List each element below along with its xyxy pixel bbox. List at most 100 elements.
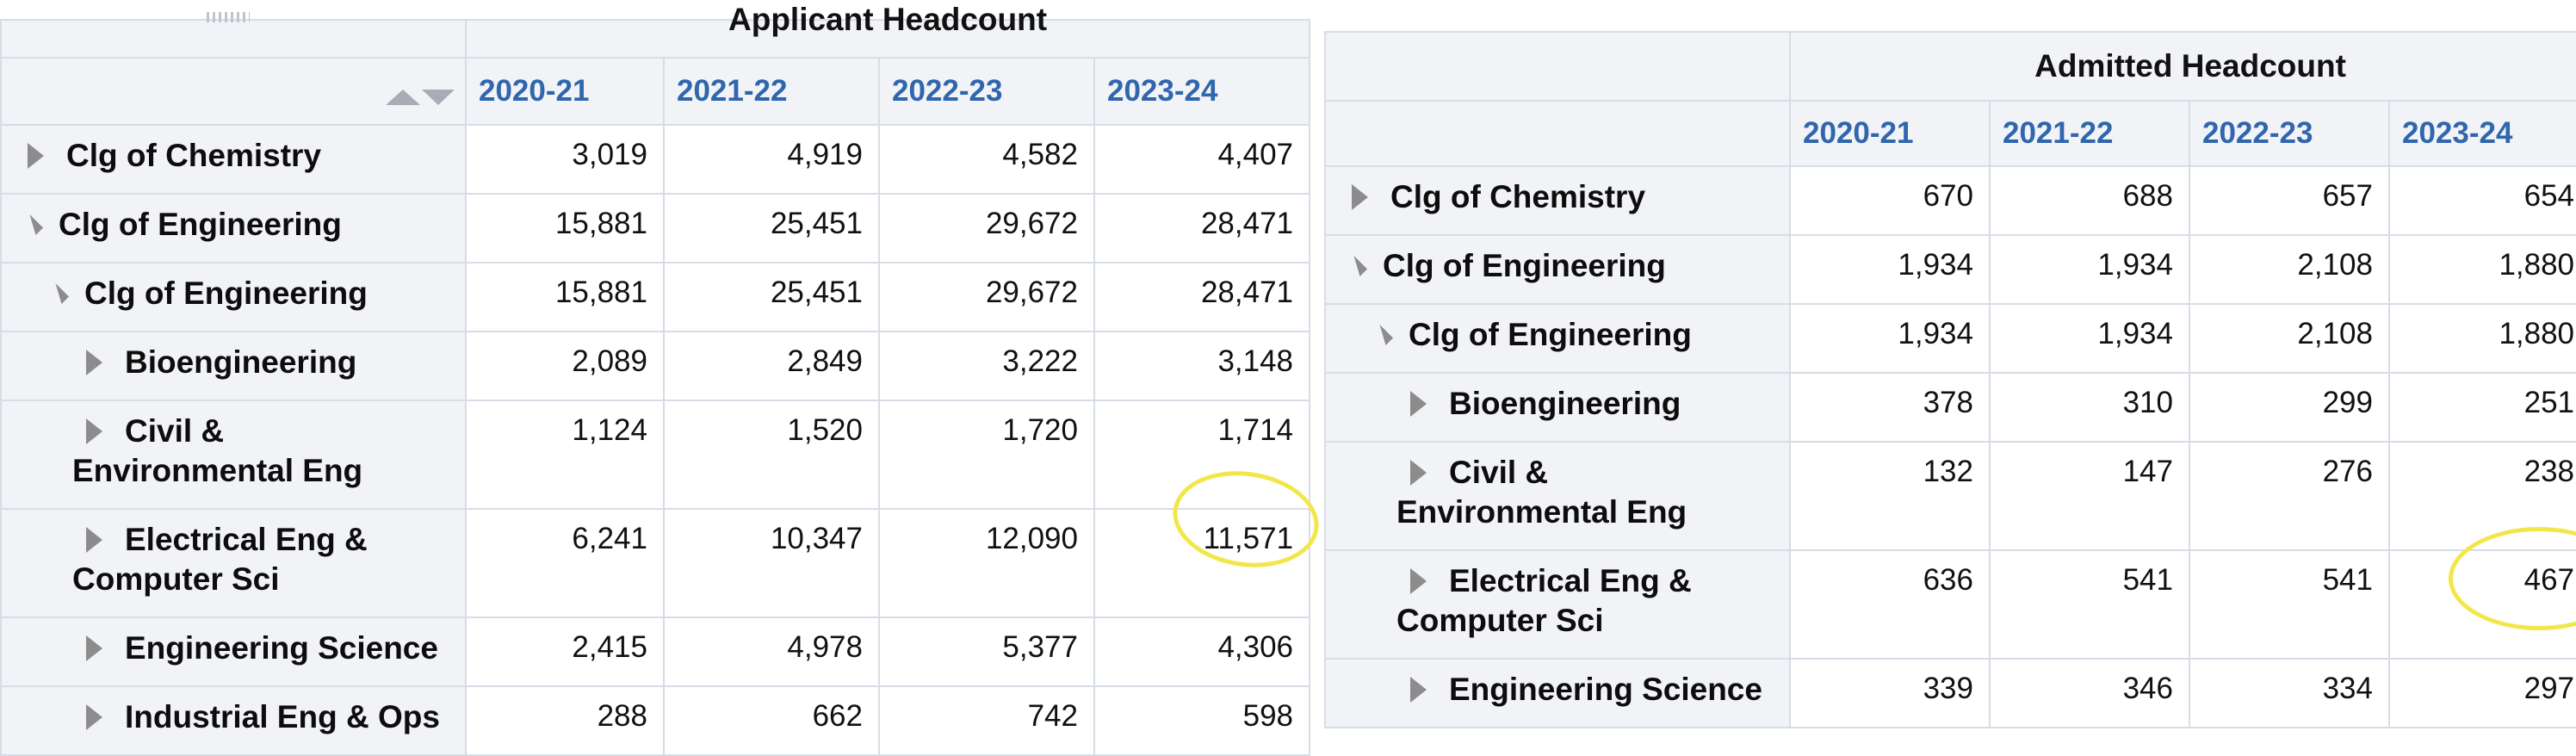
cell: 2,089 [465,331,665,401]
row-label[interactable]: Clg of Engineering [1324,303,1791,374]
cell: 3,148 [1093,331,1311,401]
expand-icon[interactable] [1410,568,1427,594]
cell: 299 [2189,372,2390,443]
row-label[interactable]: Clg of Chemistry [1324,165,1791,236]
cell: 25,451 [663,262,880,332]
row-label[interactable]: Industrial Eng & Ops [0,685,467,756]
cell: 28,471 [1093,262,1311,332]
row-label[interactable]: Clg of Engineering [0,262,467,332]
row-label[interactable]: Clg of Engineering [1324,234,1791,305]
cell: 15,881 [465,193,665,263]
cell: 29,672 [878,193,1095,263]
table-row: Bioengineering 378 310 299 251 [1324,372,2576,443]
cell: 670 [1789,165,1991,236]
cell: 4,978 [663,617,880,687]
table-row: Bioengineering 2,089 2,849 3,222 3,148 [0,331,1311,401]
expand-icon[interactable] [1352,184,1368,210]
table-row: Clg of Engineering 1,934 1,934 2,108 1,8… [1324,234,2576,305]
expand-icon[interactable] [28,143,44,169]
cell: 4,919 [663,124,880,195]
cell: 251 [2387,372,2576,443]
row-label[interactable]: Civil & Environmental Eng [1324,441,1791,551]
row-label[interactable]: Engineering Science [1324,658,1791,728]
row-label[interactable]: Civil & Environmental Eng [0,400,467,510]
year-header[interactable]: 2022-23 [878,57,1095,126]
cell: 310 [1989,372,2190,443]
table-row: Industrial Eng & Ops 288 662 742 598 [0,685,1311,756]
collapse-icon[interactable] [1372,324,1394,346]
cell: 742 [878,685,1095,756]
row-label[interactable]: Bioengineering [1324,372,1791,443]
expand-icon[interactable] [86,418,102,444]
cell: 10,347 [663,508,880,618]
cell: 288 [465,685,665,756]
year-header[interactable]: 2021-22 [1989,100,2190,167]
collapse-icon[interactable] [1346,255,1368,277]
expand-icon[interactable] [1410,677,1427,703]
column-resize-grip[interactable] [207,12,250,22]
cell: 541 [2189,549,2390,660]
row-label[interactable]: Electrical Eng & Computer Sci [1324,549,1791,660]
table-row: Clg of Engineering 15,881 25,451 29,672 … [0,262,1311,332]
year-header[interactable]: 2023-24 [2387,100,2576,167]
cell: 1,124 [465,400,665,510]
cell: 15,881 [465,262,665,332]
table-row: Electrical Eng & Computer Sci 636 541 54… [1324,549,2576,660]
cell: 598 [1093,685,1311,756]
cell: 1,880 [2387,303,2576,374]
row-label[interactable]: Electrical Eng & Computer Sci [0,508,467,618]
admitted-headcount-table: Admitted Headcount 2020-21 2021-22 2022-… [1324,31,2576,728]
row-label[interactable]: Clg of Chemistry [0,124,467,195]
collapse-icon[interactable] [22,214,44,236]
year-header[interactable]: 2020-21 [1789,100,1991,167]
corner-cell [0,19,467,59]
cell: 334 [2189,658,2390,728]
table-row: Clg of Engineering 1,934 1,934 2,108 1,8… [1324,303,2576,374]
row-label[interactable]: Clg of Engineering [0,193,467,263]
year-header[interactable]: 2020-21 [465,57,665,126]
applicant-headcount-table: Applicant Headcount 2020-21 2021-22 2022… [0,2,1311,756]
year-header[interactable]: 2021-22 [663,57,880,126]
table-row: Clg of Engineering 15,881 25,451 29,672 … [0,193,1311,263]
group-header-applicant: Applicant Headcount [464,2,1311,59]
table-row: Electrical Eng & Computer Sci 6,241 10,3… [0,508,1311,618]
cell: 4,306 [1093,617,1311,687]
cell: 6,241 [465,508,665,618]
cell: 2,849 [663,331,880,401]
cell: 339 [1789,658,1991,728]
cell: 29,672 [878,262,1095,332]
cell: 28,471 [1093,193,1311,263]
cell: 11,571 [1093,508,1311,618]
expand-icon[interactable] [86,635,102,661]
expand-icon[interactable] [86,704,102,730]
cell: 1,720 [878,400,1095,510]
expand-icon[interactable] [86,350,102,375]
year-header[interactable]: 2022-23 [2189,100,2390,167]
expand-icon[interactable] [1410,391,1427,417]
cell: 2,415 [465,617,665,687]
cell: 3,222 [878,331,1095,401]
cell: 2,108 [2189,303,2390,374]
cell: 238 [2387,441,2576,551]
row-label[interactable]: Bioengineering [0,331,467,401]
cell: 1,934 [1989,303,2190,374]
group-header-admitted: Admitted Headcount [1788,31,2576,102]
row-label[interactable]: Engineering Science [0,617,467,687]
table-row: Clg of Chemistry 3,019 4,919 4,582 4,407 [0,124,1311,195]
year-header[interactable]: 2023-24 [1093,57,1311,126]
cell: 2,108 [2189,234,2390,305]
cell: 3,019 [465,124,665,195]
cell: 1,880 [2387,234,2576,305]
collapse-icon[interactable] [47,282,70,305]
expand-icon[interactable] [1410,460,1427,486]
table-row: Engineering Science 2,415 4,978 5,377 4,… [0,617,1311,687]
group-title: Applicant Headcount [728,2,1048,37]
expand-icon[interactable] [86,527,102,553]
cell: 132 [1789,441,1991,551]
table-row: Clg of Chemistry 670 688 657 654 [1324,165,2576,236]
cell: 1,714 [1093,400,1311,510]
sort-icon[interactable] [386,88,455,111]
cell: 147 [1989,441,2190,551]
sort-header[interactable] [0,57,467,126]
cell: 1,934 [1789,303,1991,374]
